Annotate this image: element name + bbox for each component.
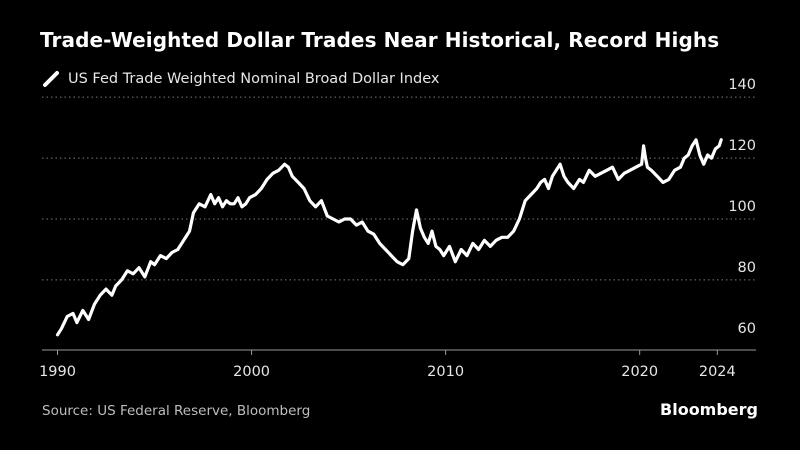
bloomberg-logo: Bloomberg xyxy=(660,400,758,419)
y-tick-label: 140 xyxy=(728,77,756,93)
gridlines xyxy=(42,96,756,281)
y-tick-label: 100 xyxy=(728,199,756,215)
legend: US Fed Trade Weighted Nominal Broad Doll… xyxy=(42,70,439,88)
series-layer xyxy=(55,138,723,337)
tick-labels: 60 80 100 120 140 1990 2000 2010 2020 2024 xyxy=(39,77,756,380)
y-tick-label: 120 xyxy=(728,138,756,154)
axes xyxy=(42,349,756,355)
x-tick-label: 2024 xyxy=(699,364,736,380)
legend-label: US Fed Trade Weighted Nominal Broad Doll… xyxy=(68,71,440,87)
y-tick-label: 60 xyxy=(738,321,756,337)
y-tick-label: 80 xyxy=(738,260,756,276)
chart-title: Trade-Weighted Dollar Trades Near Histor… xyxy=(40,28,720,52)
x-tick-label: 2020 xyxy=(621,364,658,380)
x-tick-label: 1990 xyxy=(39,364,76,380)
x-tick-label: 2010 xyxy=(427,364,464,380)
source-note: Source: US Federal Reserve, Bloomberg xyxy=(42,403,311,419)
series-line-dollar-index xyxy=(55,138,723,337)
legend-line-swatch-icon xyxy=(43,71,59,87)
x-tick-label: 2000 xyxy=(233,364,270,380)
